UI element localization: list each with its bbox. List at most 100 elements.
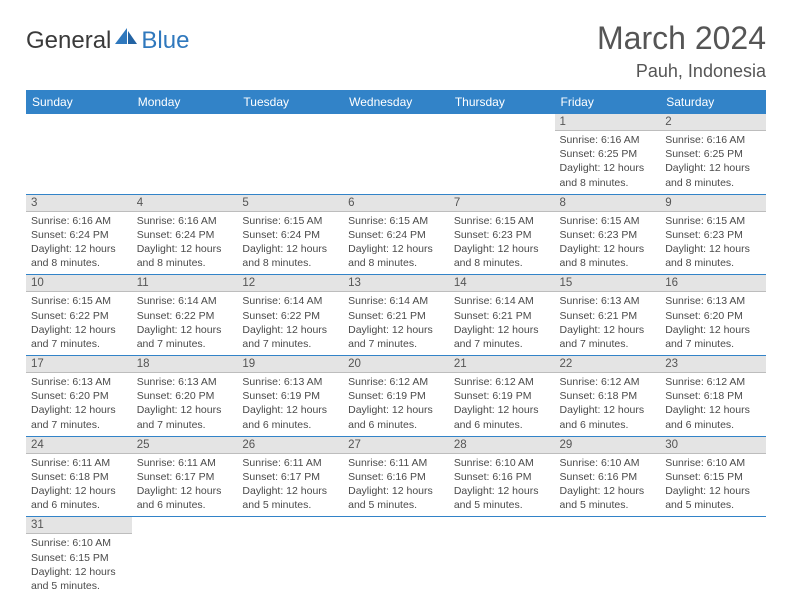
day-number <box>449 114 555 130</box>
sunrise-text: Sunrise: 6:11 AM <box>242 456 338 470</box>
day-number <box>237 114 343 130</box>
calendar-cell: 25Sunrise: 6:11 AMSunset: 6:17 PMDayligh… <box>132 436 238 517</box>
day-details: Sunrise: 6:16 AMSunset: 6:24 PMDaylight:… <box>132 212 238 275</box>
sunrise-text: Sunrise: 6:15 AM <box>454 214 550 228</box>
daylight-text: Daylight: 12 hours and 8 minutes. <box>560 161 656 189</box>
daylight-text: Daylight: 12 hours and 7 minutes. <box>31 403 127 431</box>
daylight-text: Daylight: 12 hours and 6 minutes. <box>31 484 127 512</box>
day-number: 27 <box>343 437 449 454</box>
weekday-header: Wednesday <box>343 90 449 114</box>
calendar-cell <box>343 517 449 597</box>
weekday-header-row: SundayMondayTuesdayWednesdayThursdayFrid… <box>26 90 766 114</box>
day-details: Sunrise: 6:16 AMSunset: 6:25 PMDaylight:… <box>660 131 766 194</box>
day-number <box>343 114 449 130</box>
day-number: 26 <box>237 437 343 454</box>
sunset-text: Sunset: 6:22 PM <box>242 309 338 323</box>
day-number: 11 <box>132 275 238 292</box>
brand-general: General <box>26 27 111 55</box>
sunrise-text: Sunrise: 6:14 AM <box>242 294 338 308</box>
daylight-text: Daylight: 12 hours and 5 minutes. <box>454 484 550 512</box>
day-details: Sunrise: 6:11 AMSunset: 6:18 PMDaylight:… <box>26 454 132 517</box>
calendar-cell: 30Sunrise: 6:10 AMSunset: 6:15 PMDayligh… <box>660 436 766 517</box>
day-number: 28 <box>449 437 555 454</box>
day-number: 31 <box>26 517 132 534</box>
sunrise-text: Sunrise: 6:10 AM <box>454 456 550 470</box>
day-number: 14 <box>449 275 555 292</box>
day-number <box>26 114 132 130</box>
calendar-cell: 21Sunrise: 6:12 AMSunset: 6:19 PMDayligh… <box>449 356 555 437</box>
day-details: Sunrise: 6:11 AMSunset: 6:17 PMDaylight:… <box>237 454 343 517</box>
day-details: Sunrise: 6:13 AMSunset: 6:20 PMDaylight:… <box>660 292 766 355</box>
header: General Blue March 2024 Pauh, Indonesia <box>26 20 766 82</box>
day-details: Sunrise: 6:15 AMSunset: 6:23 PMDaylight:… <box>449 212 555 275</box>
day-number <box>449 517 555 533</box>
day-number <box>660 517 766 533</box>
day-number: 7 <box>449 195 555 212</box>
calendar-cell: 23Sunrise: 6:12 AMSunset: 6:18 PMDayligh… <box>660 356 766 437</box>
day-details: Sunrise: 6:10 AMSunset: 6:16 PMDaylight:… <box>555 454 661 517</box>
calendar-cell: 1Sunrise: 6:16 AMSunset: 6:25 PMDaylight… <box>555 114 661 194</box>
day-number: 16 <box>660 275 766 292</box>
day-details: Sunrise: 6:12 AMSunset: 6:19 PMDaylight:… <box>343 373 449 436</box>
sunset-text: Sunset: 6:20 PM <box>665 309 761 323</box>
calendar-row: 3Sunrise: 6:16 AMSunset: 6:24 PMDaylight… <box>26 194 766 275</box>
daylight-text: Daylight: 12 hours and 7 minutes. <box>665 323 761 351</box>
daylight-text: Daylight: 12 hours and 7 minutes. <box>348 323 444 351</box>
day-details: Sunrise: 6:15 AMSunset: 6:23 PMDaylight:… <box>555 212 661 275</box>
sunrise-text: Sunrise: 6:15 AM <box>560 214 656 228</box>
sunset-text: Sunset: 6:18 PM <box>560 389 656 403</box>
sunset-text: Sunset: 6:17 PM <box>242 470 338 484</box>
calendar-table: SundayMondayTuesdayWednesdayThursdayFrid… <box>26 90 766 597</box>
calendar-row: 31Sunrise: 6:10 AMSunset: 6:15 PMDayligh… <box>26 517 766 597</box>
day-number: 2 <box>660 114 766 131</box>
sail-icon <box>113 26 139 55</box>
daylight-text: Daylight: 12 hours and 8 minutes. <box>137 242 233 270</box>
day-number <box>132 114 238 130</box>
day-details: Sunrise: 6:16 AMSunset: 6:25 PMDaylight:… <box>555 131 661 194</box>
day-number: 10 <box>26 275 132 292</box>
day-number: 24 <box>26 437 132 454</box>
daylight-text: Daylight: 12 hours and 5 minutes. <box>242 484 338 512</box>
daylight-text: Daylight: 12 hours and 6 minutes. <box>665 403 761 431</box>
sunrise-text: Sunrise: 6:13 AM <box>560 294 656 308</box>
calendar-cell: 3Sunrise: 6:16 AMSunset: 6:24 PMDaylight… <box>26 194 132 275</box>
day-number: 30 <box>660 437 766 454</box>
calendar-cell: 5Sunrise: 6:15 AMSunset: 6:24 PMDaylight… <box>237 194 343 275</box>
sunset-text: Sunset: 6:25 PM <box>560 147 656 161</box>
day-number: 18 <box>132 356 238 373</box>
day-details: Sunrise: 6:16 AMSunset: 6:24 PMDaylight:… <box>26 212 132 275</box>
day-number: 5 <box>237 195 343 212</box>
day-details: Sunrise: 6:14 AMSunset: 6:22 PMDaylight:… <box>132 292 238 355</box>
weekday-header: Friday <box>555 90 661 114</box>
calendar-cell: 28Sunrise: 6:10 AMSunset: 6:16 PMDayligh… <box>449 436 555 517</box>
calendar-cell: 24Sunrise: 6:11 AMSunset: 6:18 PMDayligh… <box>26 436 132 517</box>
sunset-text: Sunset: 6:23 PM <box>560 228 656 242</box>
sunrise-text: Sunrise: 6:15 AM <box>348 214 444 228</box>
sunset-text: Sunset: 6:22 PM <box>137 309 233 323</box>
sunrise-text: Sunrise: 6:10 AM <box>665 456 761 470</box>
day-number: 17 <box>26 356 132 373</box>
sunrise-text: Sunrise: 6:13 AM <box>137 375 233 389</box>
weekday-header: Sunday <box>26 90 132 114</box>
sunset-text: Sunset: 6:16 PM <box>348 470 444 484</box>
calendar-cell: 8Sunrise: 6:15 AMSunset: 6:23 PMDaylight… <box>555 194 661 275</box>
day-number: 22 <box>555 356 661 373</box>
sunset-text: Sunset: 6:24 PM <box>348 228 444 242</box>
sunrise-text: Sunrise: 6:13 AM <box>242 375 338 389</box>
sunrise-text: Sunrise: 6:11 AM <box>31 456 127 470</box>
weekday-header: Thursday <box>449 90 555 114</box>
sunset-text: Sunset: 6:15 PM <box>665 470 761 484</box>
sunset-text: Sunset: 6:23 PM <box>665 228 761 242</box>
sunrise-text: Sunrise: 6:16 AM <box>137 214 233 228</box>
day-details: Sunrise: 6:11 AMSunset: 6:17 PMDaylight:… <box>132 454 238 517</box>
sunrise-text: Sunrise: 6:12 AM <box>560 375 656 389</box>
calendar-cell: 2Sunrise: 6:16 AMSunset: 6:25 PMDaylight… <box>660 114 766 194</box>
calendar-cell: 27Sunrise: 6:11 AMSunset: 6:16 PMDayligh… <box>343 436 449 517</box>
daylight-text: Daylight: 12 hours and 6 minutes. <box>137 484 233 512</box>
day-details: Sunrise: 6:14 AMSunset: 6:21 PMDaylight:… <box>343 292 449 355</box>
calendar-cell: 20Sunrise: 6:12 AMSunset: 6:19 PMDayligh… <box>343 356 449 437</box>
calendar-row: 17Sunrise: 6:13 AMSunset: 6:20 PMDayligh… <box>26 356 766 437</box>
sunrise-text: Sunrise: 6:14 AM <box>137 294 233 308</box>
sunset-text: Sunset: 6:18 PM <box>665 389 761 403</box>
sunset-text: Sunset: 6:16 PM <box>560 470 656 484</box>
